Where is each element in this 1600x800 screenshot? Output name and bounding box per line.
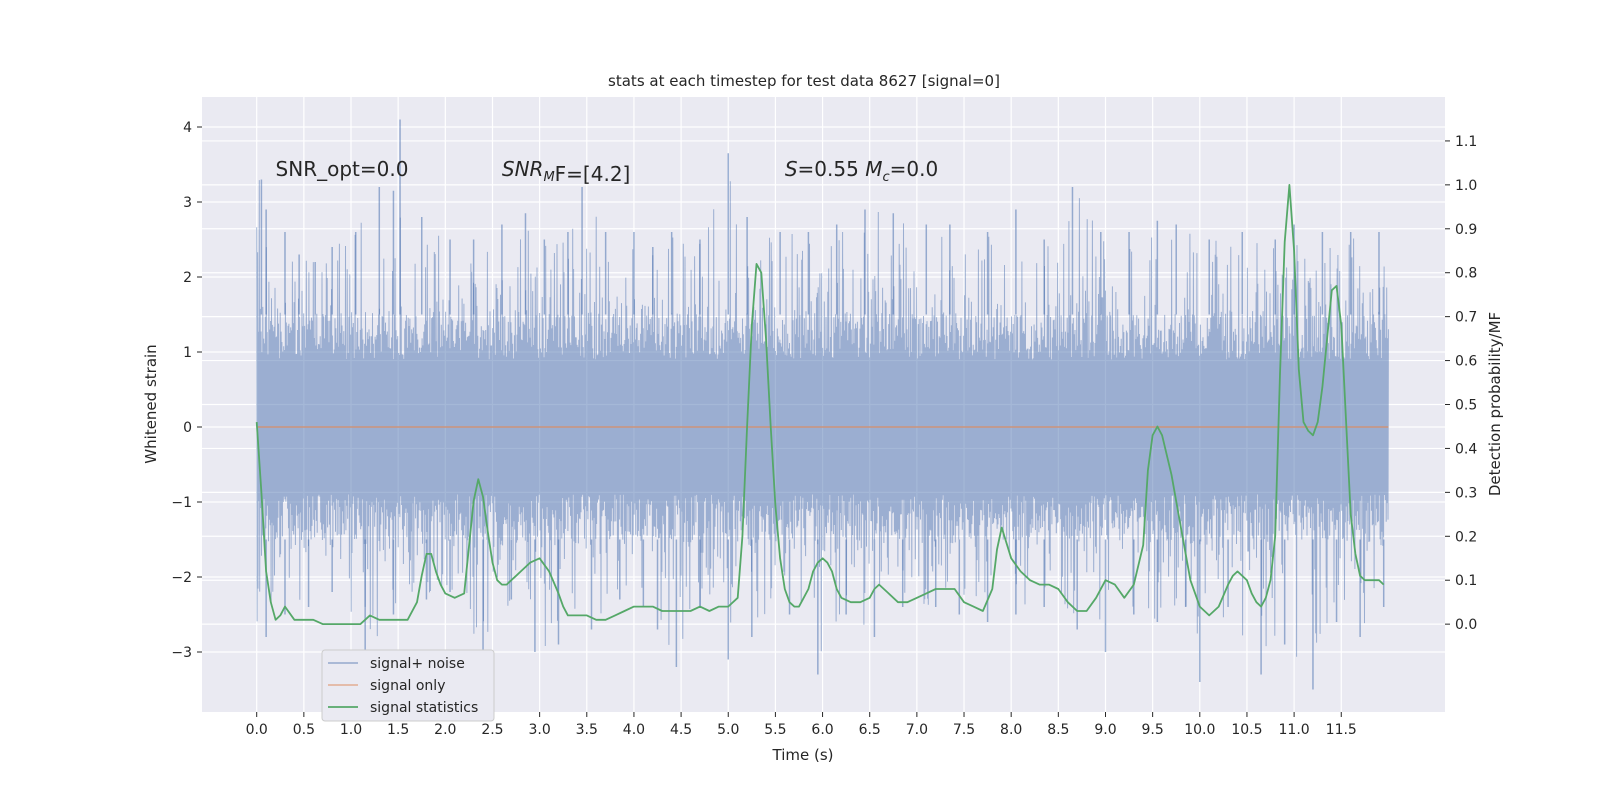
y2-tick-label: 0.6 [1455, 354, 1477, 370]
x-tick-label: 9.0 [1094, 722, 1116, 738]
x-tick-label: 10.5 [1231, 722, 1262, 738]
y-tick-label: −3 [171, 645, 192, 661]
x-tick-label: 4.5 [670, 722, 692, 738]
x-tick-label: 6.0 [811, 722, 833, 738]
x-tick-label: 7.0 [906, 722, 928, 738]
x-tick-label: 6.5 [859, 722, 881, 738]
y-tick-label: 1 [183, 345, 192, 361]
y-axis-label: Whitened strain [142, 344, 160, 463]
legend-label-signal-statistics: signal statistics [370, 700, 478, 716]
legend-label-signal-only: signal only [370, 678, 445, 694]
x-tick-label: 0.0 [246, 722, 268, 738]
annotations: SNR_opt=0.0 SNRMF=[4.2] S=0.55 Mc=0.0 [276, 157, 939, 186]
x-tick-label: 3.5 [576, 722, 598, 738]
y2-tick-label: 0.0 [1455, 617, 1477, 633]
x-tick-label: 7.5 [953, 722, 975, 738]
y-axis-ticks: −3 −2 −1 0 1 2 3 4 [171, 120, 202, 661]
x-tick-label: 1.5 [387, 722, 409, 738]
legend-frame [321, 649, 495, 722]
y-tick-label: 0 [183, 420, 192, 436]
series-signal-statistics [255, 183, 1385, 625]
x-tick-label: 2.5 [481, 722, 503, 738]
annotation-2: S=0.55 Mc=0.0 [785, 157, 938, 185]
y-tick-label: −1 [171, 495, 192, 511]
y2-tick-label: 0.8 [1455, 266, 1477, 282]
y-tick-label: 4 [183, 120, 192, 136]
x-tick-label: 8.5 [1047, 722, 1069, 738]
y2-tick-label: 0.3 [1455, 485, 1477, 501]
y2-tick-label: 0.7 [1455, 310, 1477, 326]
y-tick-label: 3 [183, 195, 192, 211]
y2-tick-label: 1.1 [1455, 134, 1477, 150]
y-tick-label: 2 [183, 270, 192, 286]
y2-tick-label: 0.2 [1455, 529, 1477, 545]
y-tick-label: −2 [171, 570, 192, 586]
x-tick-label: 11.5 [1326, 722, 1357, 738]
x-tick-label: 0.5 [293, 722, 315, 738]
y2-tick-label: 0.1 [1455, 573, 1477, 589]
x-tick-label: 4.0 [623, 722, 645, 738]
x-tick-label: 10.0 [1184, 722, 1215, 738]
legend-label-signal-noise: signal+ noise [370, 656, 465, 672]
y2-tick-label: 0.9 [1455, 222, 1477, 238]
signal-noise-trace [256, 180, 1389, 657]
y2-tick-label: 0.4 [1455, 441, 1477, 457]
x-tick-label: 3.0 [528, 722, 550, 738]
x-tick-label: 5.0 [717, 722, 739, 738]
y2-axis-label: Detection probability/MF [1486, 312, 1504, 496]
x-tick-label: 2.0 [434, 722, 456, 738]
x-axis-label: Time (s) [772, 746, 834, 764]
y2-axis-ticks: 0.0 0.1 0.2 0.3 0.4 0.5 0.6 0.7 0.8 0.9 1.0 1.1 [1445, 134, 1477, 633]
x-axis-ticks: 0.0 0.5 1.0 1.5 2.0 2.5 3.0 3.5 4.0 4.5 5.0 5.5 6.0 6… [246, 712, 1357, 738]
x-tick-label: 1.0 [340, 722, 362, 738]
x-tick-label: 11.0 [1279, 722, 1310, 738]
chart-title: stats at each timestep for test data 862… [608, 72, 1000, 90]
annotation-1: SNRMF=[4.2] [502, 157, 630, 186]
signal-statistics-line [255, 183, 1385, 625]
x-tick-label: 5.5 [764, 722, 786, 738]
x-tick-label: 8.0 [1000, 722, 1022, 738]
legend: signal+ noise signal only signal statist… [321, 649, 495, 722]
annotation-0: SNR_opt=0.0 [276, 157, 409, 181]
y2-tick-label: 0.5 [1455, 398, 1477, 414]
x-tick-label: 9.5 [1142, 722, 1164, 738]
y2-tick-label: 1.0 [1455, 178, 1477, 194]
